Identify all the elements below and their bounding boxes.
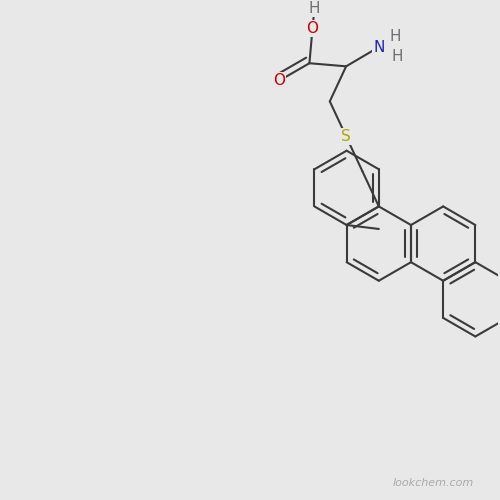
Text: H: H [392, 49, 404, 64]
Text: O: O [274, 73, 285, 88]
Text: O: O [306, 21, 318, 36]
Text: N: N [374, 40, 384, 54]
Text: lookchem.com: lookchem.com [392, 478, 474, 488]
Text: H: H [390, 28, 401, 44]
Text: S: S [342, 129, 351, 144]
Text: H: H [308, 1, 320, 16]
